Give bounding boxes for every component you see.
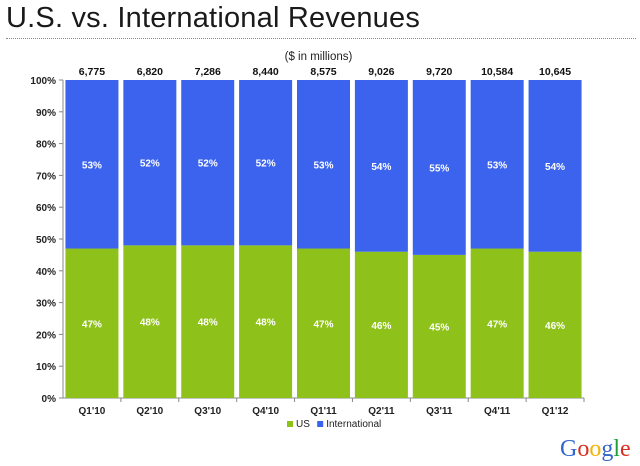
y-tick-label: 20% [36,330,56,341]
y-tick-label: 10% [36,362,56,373]
bar-us [181,245,235,398]
bar-us [470,248,524,398]
data-label-us: 46% [545,321,565,332]
y-tick-label: 80% [36,140,56,151]
data-label-international: 53% [313,160,333,171]
x-tick-label: Q4'10 [252,406,279,417]
page-title: U.S. vs. International Revenues [6,2,421,34]
bar-international [470,80,524,249]
data-label-international: 53% [487,160,507,171]
bar-total-label: 9,026 [368,66,394,78]
data-label-international: 54% [545,162,565,173]
x-tick-label: Q4'11 [484,406,511,417]
svg-text:Google: Google [560,436,630,462]
bar-international [528,80,582,252]
legend-label-international: International [326,419,381,430]
title-divider [6,38,636,39]
data-label-us: 48% [140,318,160,329]
data-label-international: 54% [371,162,391,173]
data-label-us: 45% [429,322,449,333]
bar-total-label: 7,286 [195,66,221,78]
x-tick-label: Q2'10 [136,406,163,417]
bar-international [65,80,119,249]
y-tick-label: 40% [36,267,56,278]
x-tick-label: Q3'11 [426,406,453,417]
data-label-us: 46% [371,321,391,332]
y-tick-label: 100% [30,76,56,87]
legend-label-us: US [296,419,310,430]
bar-us [239,245,293,398]
bar-us [528,251,582,398]
bar-total-label: 10,645 [539,66,571,78]
data-label-us: 48% [256,318,276,329]
y-tick-label: 60% [36,203,56,214]
bar-international [412,80,466,255]
bar-total-label: 9,720 [426,66,452,78]
x-tick-label: Q1'11 [310,406,337,417]
bar-total-label: 10,584 [481,66,513,78]
bar-us [354,251,408,398]
y-tick-label: 0% [42,394,57,405]
bar-total-label: 6,775 [79,66,105,78]
y-tick-label: 90% [36,108,56,119]
x-tick-label: Q2'11 [368,406,395,417]
bar-international [354,80,408,252]
x-tick-label: Q1'12 [542,406,569,417]
google-logo: Google [560,436,630,462]
bar-us [297,248,350,398]
legend-swatch-international [317,421,324,427]
bar-international [123,80,177,246]
bar-international [181,80,235,246]
y-tick-label: 30% [36,299,56,310]
data-label-international: 52% [140,159,160,170]
y-tick-label: 70% [36,171,56,182]
chart-subtitle: ($ in millions) [285,51,353,63]
bar-us [412,254,466,398]
bar-international [239,80,293,246]
data-label-us: 47% [313,319,333,330]
data-label-us: 47% [82,319,102,330]
bar-international [297,80,350,249]
x-tick-label: Q1'10 [79,406,106,417]
y-tick-label: 50% [36,235,56,246]
bar-total-label: 8,440 [252,66,278,78]
data-label-international: 53% [82,160,102,171]
data-label-international: 55% [429,163,449,174]
data-label-us: 47% [487,319,507,330]
bar-us [123,245,177,398]
bar-us [65,248,119,398]
bar-total-label: 6,820 [137,66,163,78]
legend-swatch-us [287,421,293,427]
data-label-international: 52% [256,159,276,170]
x-tick-label: Q3'10 [194,406,221,417]
data-label-international: 52% [198,159,218,170]
bar-total-label: 8,575 [310,66,336,78]
data-label-us: 48% [198,318,218,329]
